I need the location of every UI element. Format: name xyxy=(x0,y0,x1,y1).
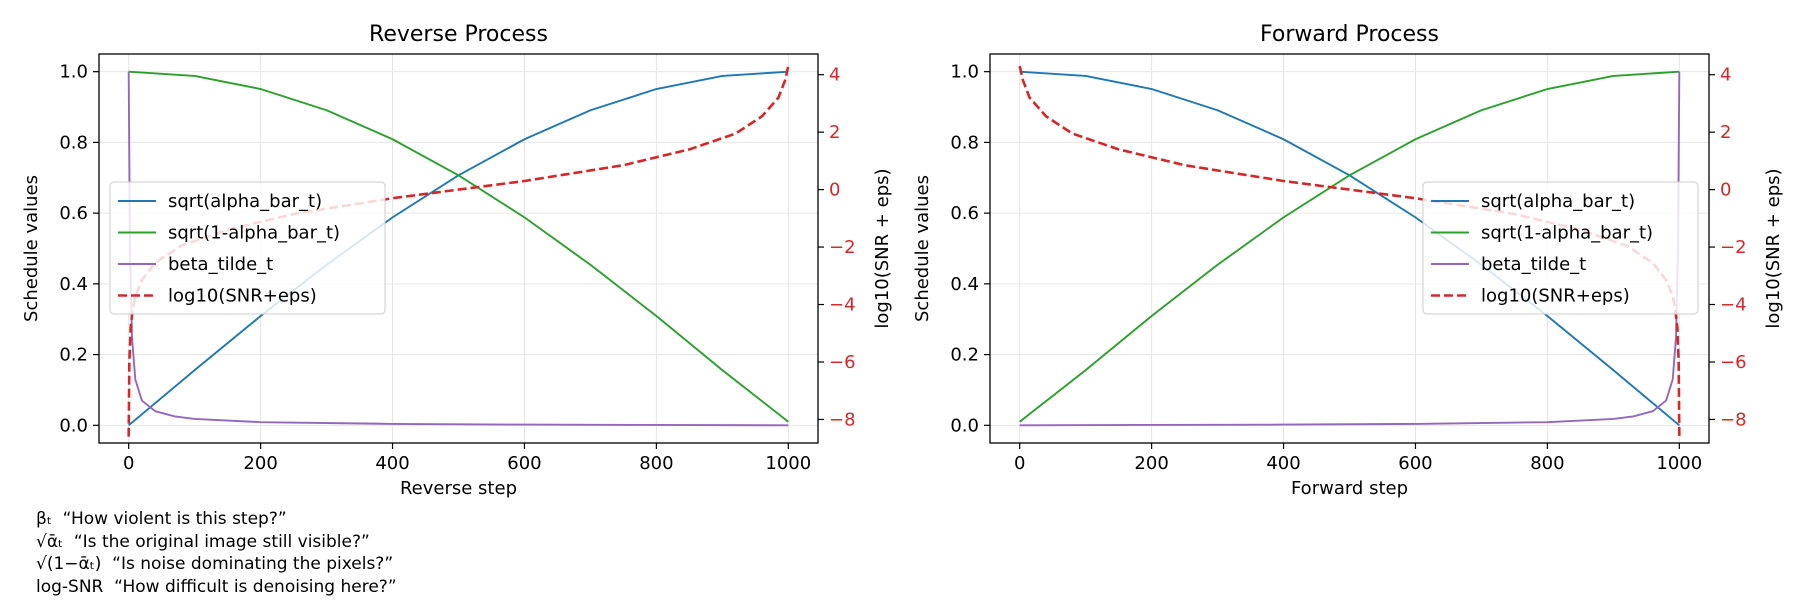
y2-tick-label-0: −8 xyxy=(829,409,856,430)
y-tick-label-0: 0.0 xyxy=(950,415,979,436)
y2-axis-label: log10(SNR + eps) xyxy=(872,168,893,328)
note-sqrt-alpha-bar: √ᾱₜ “Is the original image still visible… xyxy=(36,531,370,552)
chart-title: Reverse Process xyxy=(369,22,548,47)
legend-label-log10-snr-eps: log10(SNR+eps) xyxy=(1481,286,1630,307)
y2-tick-label-1: −6 xyxy=(1720,352,1747,373)
series-line-beta-tilde-t xyxy=(127,71,789,427)
y2-tick-label-2: −4 xyxy=(1720,295,1747,316)
y2-axis-label: log10(SNR + eps) xyxy=(1763,168,1784,328)
legend-label-sqrt-alpha-bar-t: sqrt(alpha_bar_t) xyxy=(168,191,322,212)
y-tick-label-4: 0.8 xyxy=(59,132,88,153)
x-tick-label-1: 200 xyxy=(1134,453,1168,474)
y-tick-label-2: 0.4 xyxy=(950,274,979,295)
plot-frame xyxy=(98,53,819,444)
legend: sqrt(alpha_bar_t) sqrt(1-alpha_bar_t)beta… xyxy=(1422,181,1699,315)
legend-label-log10-snr-eps: log10(SNR+eps) xyxy=(168,286,317,307)
forward-process-chart: 0 200 400 600 800 1000 0.0 0.2 0.4 0.6 0.8 1.0 −8 −6 −… xyxy=(912,22,1784,499)
y-tick-label-2: 0.4 xyxy=(59,274,88,295)
x-axis-label: Reverse step xyxy=(400,478,517,499)
x-tick-label-2: 400 xyxy=(375,453,409,474)
x-tick-label-0: 0 xyxy=(123,453,134,474)
series-line-beta-tilde-t xyxy=(1019,71,1681,427)
x-tick-label-5: 1000 xyxy=(1656,453,1702,474)
notes-block: βₜ “How violent is this step?” √ᾱₜ “Is t… xyxy=(36,508,397,598)
x-axis-label: Forward step xyxy=(1291,478,1408,499)
y-axis-label: Schedule values xyxy=(912,175,933,322)
y-tick-label-1: 0.2 xyxy=(59,345,88,366)
y2-tick-label-4: 0 xyxy=(1720,180,1731,201)
y-tick-label-5: 1.0 xyxy=(950,62,979,83)
x-tick-label-2: 400 xyxy=(1266,453,1300,474)
y2-tick-label-2: −4 xyxy=(829,295,856,316)
y2-tick-label-0: −8 xyxy=(1720,409,1747,430)
x-tick-label-1: 200 xyxy=(243,453,277,474)
y2-tick-label-3: −2 xyxy=(829,237,856,258)
series-line-sqrt-1-alpha-bar-t xyxy=(128,70,789,423)
note-sqrt-one-minus-alpha-bar: √(1−ᾱₜ) “Is noise dominating the pixels?… xyxy=(36,554,394,574)
series-line-sqrt-1-alpha-bar-t xyxy=(1019,70,1680,423)
y2-tick-label-5: 2 xyxy=(829,122,840,143)
x-tick-label-3: 600 xyxy=(1398,453,1432,474)
chart-title: Forward Process xyxy=(1260,22,1439,47)
y2-tick-label-1: −6 xyxy=(829,352,856,373)
x-tick-label-4: 800 xyxy=(639,453,673,474)
legend-box xyxy=(1422,181,1699,315)
x-tick-label-5: 1000 xyxy=(765,453,811,474)
y-axis-label: Schedule values xyxy=(21,175,42,322)
reverse-process-chart: 0 200 400 600 800 1000 0.0 0.2 0.4 0.6 0.8 1.0 −8 −6 −… xyxy=(21,22,893,499)
legend-box xyxy=(109,181,386,315)
y2-tick-label-3: −2 xyxy=(1720,237,1747,258)
y-tick-label-3: 0.6 xyxy=(950,203,979,224)
y2-tick-label-6: 4 xyxy=(1720,65,1731,86)
y-tick-label-4: 0.8 xyxy=(950,132,979,153)
x-tick-label-4: 800 xyxy=(1530,453,1564,474)
x-tick-label-0: 0 xyxy=(1014,453,1025,474)
legend-label-beta-tilde-t: beta_tilde_t xyxy=(168,254,273,275)
legend-label-beta-tilde-t: beta_tilde_t xyxy=(1481,254,1586,275)
y2-tick-label-4: 0 xyxy=(829,180,840,201)
y-tick-label-3: 0.6 xyxy=(59,203,88,224)
x-tick-label-3: 600 xyxy=(507,453,541,474)
note-beta: βₜ “How violent is this step?” xyxy=(36,509,287,529)
legend-label-sqrt-1-alpha-bar-t: sqrt(1-alpha_bar_t) xyxy=(1481,223,1653,244)
note-log-snr: log-SNR “How difficult is denoising here… xyxy=(36,576,397,597)
y-tick-label-5: 1.0 xyxy=(59,62,88,83)
y-tick-label-1: 0.2 xyxy=(950,345,979,366)
legend: sqrt(alpha_bar_t) sqrt(1-alpha_bar_t)beta… xyxy=(109,181,386,315)
legend-label-sqrt-alpha-bar-t: sqrt(alpha_bar_t) xyxy=(1481,191,1635,212)
y2-tick-label-5: 2 xyxy=(1720,122,1731,143)
y2-tick-label-6: 4 xyxy=(829,65,840,86)
plot-frame xyxy=(989,53,1710,444)
y-tick-label-0: 0.0 xyxy=(59,415,88,436)
legend-label-sqrt-1-alpha-bar-t: sqrt(1-alpha_bar_t) xyxy=(168,223,340,244)
